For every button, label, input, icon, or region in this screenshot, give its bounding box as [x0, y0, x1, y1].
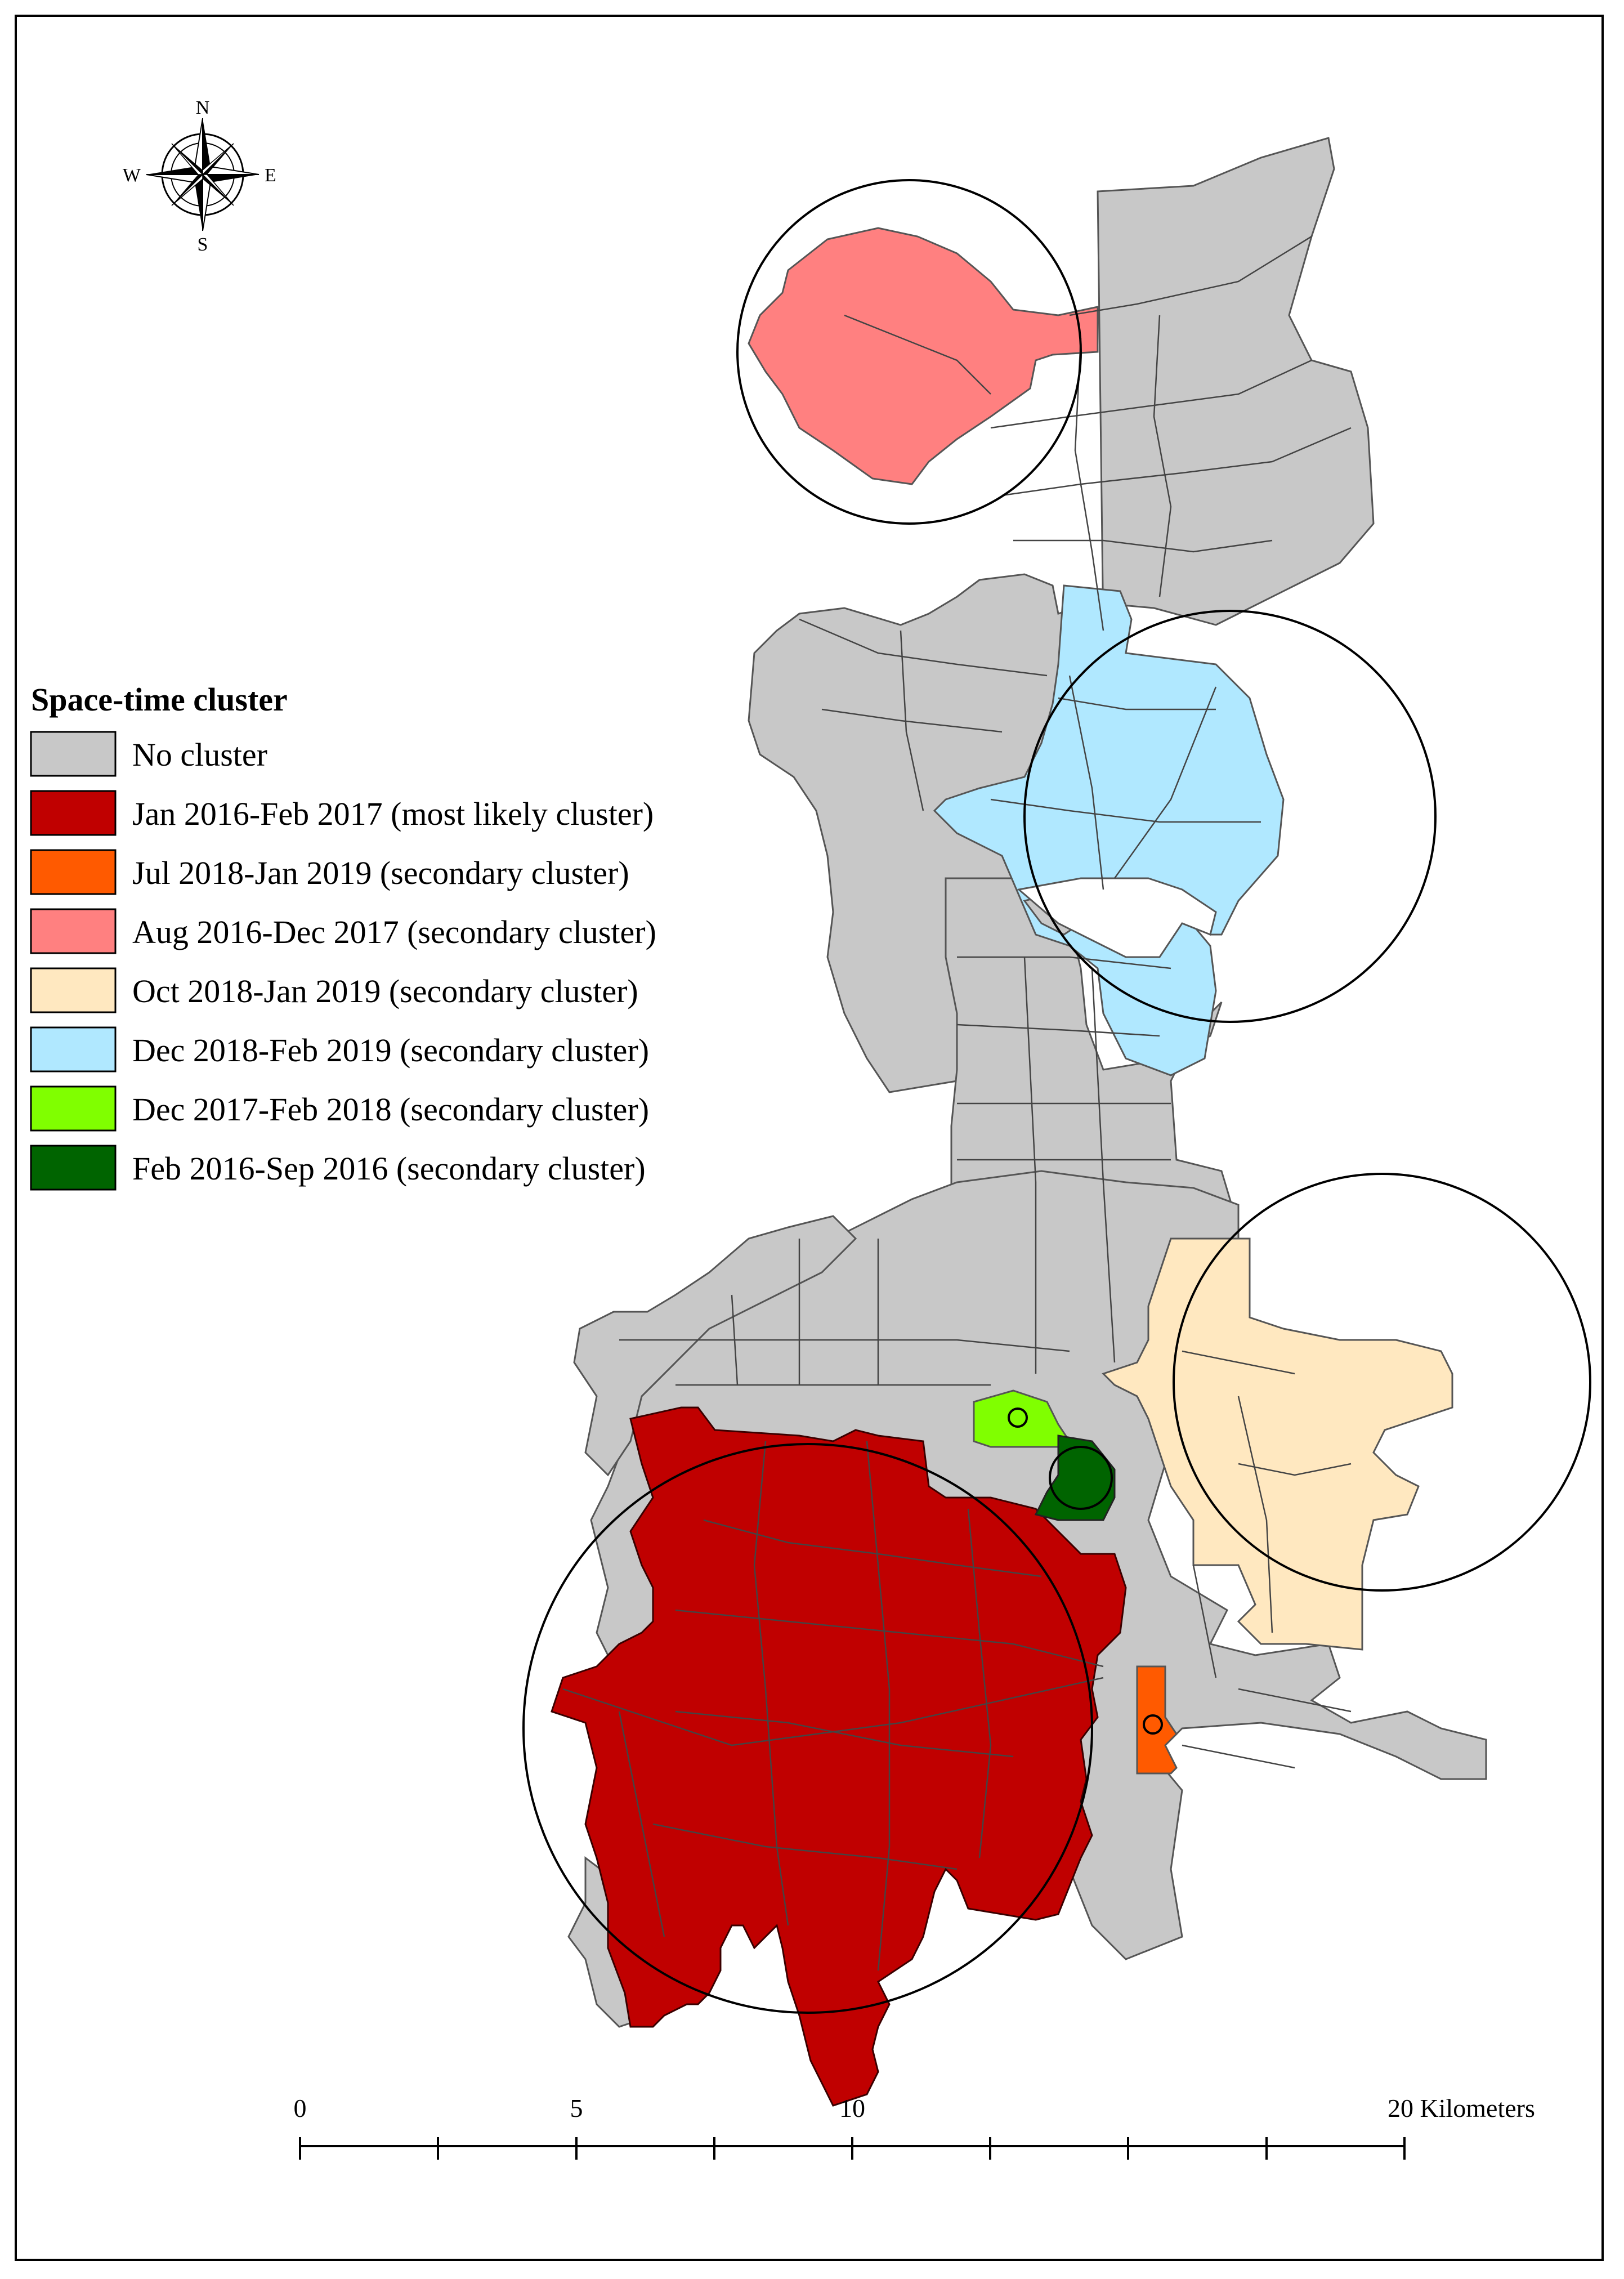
- compass-w: W: [123, 165, 141, 186]
- legend-swatch-0: [30, 731, 117, 777]
- district-boundaries: [562, 235, 1352, 1971]
- compass-s: S: [198, 234, 208, 255]
- legend-label-5: Dec 2018-Feb 2019 (secondary cluster): [132, 1032, 649, 1069]
- legend-label-0: No cluster: [132, 736, 267, 773]
- legend-swatch-3: [30, 908, 117, 954]
- legend-swatch-7: [30, 1145, 117, 1191]
- legend-swatch-1: [30, 790, 117, 836]
- north-arrow-compass-rose-icon: N S E W: [123, 97, 276, 255]
- legend: Space-time cluster No cluster Jan 2016-Fe…: [30, 681, 656, 1191]
- compass-n: N: [196, 97, 210, 118]
- scale-tick-20-kilometers: 20 Kilometers: [1388, 2094, 1535, 2122]
- cluster-circles: [522, 179, 1591, 2014]
- legend-label-1: Jan 2016-Feb 2017 (most likely cluster): [132, 796, 654, 832]
- cluster-circle-feb2016-sep2016: [1049, 1446, 1113, 1510]
- cluster-aug2016-dec2017-region: [748, 227, 1099, 485]
- scale-tick-0: 0: [294, 2094, 307, 2122]
- cluster-dec2018-feb2019-white-gap: [1017, 877, 1217, 958]
- cluster-circle-dec2017-feb2018: [1008, 1407, 1028, 1428]
- cluster-jan2016-feb2017-region: [551, 1406, 1127, 2107]
- legend-label-6: Dec 2017-Feb 2018 (secondary cluster): [132, 1091, 649, 1128]
- legend-label-2: Jul 2018-Jan 2019 (secondary cluster): [132, 855, 629, 891]
- legend-label-4: Oct 2018-Jan 2019 (secondary cluster): [132, 973, 638, 1009]
- cluster-circle-dec2018-feb2019: [1023, 610, 1437, 1023]
- cluster-circle-jul2018-jan2019: [1143, 1714, 1163, 1735]
- legend-swatch-4: [30, 967, 117, 1013]
- cluster-circle-oct2018-jan2019: [1173, 1173, 1591, 1592]
- cluster-circle-aug2016-dec2017: [736, 179, 1082, 525]
- scale-bar: [299, 2137, 1406, 2160]
- cluster-jul2018-jan2019-region: [1136, 1665, 1178, 1775]
- legend-label-7: Feb 2016-Sep 2016 (secondary cluster): [132, 1150, 646, 1187]
- legend-items: No cluster Jan 2016-Feb 2017 (most likely…: [30, 731, 656, 1191]
- legend-swatch-6: [30, 1085, 117, 1132]
- scale-tick-10: 10: [839, 2094, 865, 2122]
- legend-title: Space-time cluster: [31, 681, 288, 718]
- cluster-oct2018-jan2019-region: [1102, 1237, 1453, 1651]
- legend-label-3: Aug 2016-Dec 2017 (secondary cluster): [132, 914, 656, 950]
- map-frame: [15, 15, 1604, 2261]
- legend-swatch-5: [30, 1026, 117, 1073]
- compass-e: E: [265, 165, 276, 186]
- scale-tick-5: 5: [570, 2094, 583, 2122]
- legend-swatch-2: [30, 849, 117, 895]
- scale-bar-labels: 0 5 10 20 Kilometers: [294, 2094, 1535, 2122]
- cluster-circle-jan2016-feb2017: [522, 1443, 1093, 2014]
